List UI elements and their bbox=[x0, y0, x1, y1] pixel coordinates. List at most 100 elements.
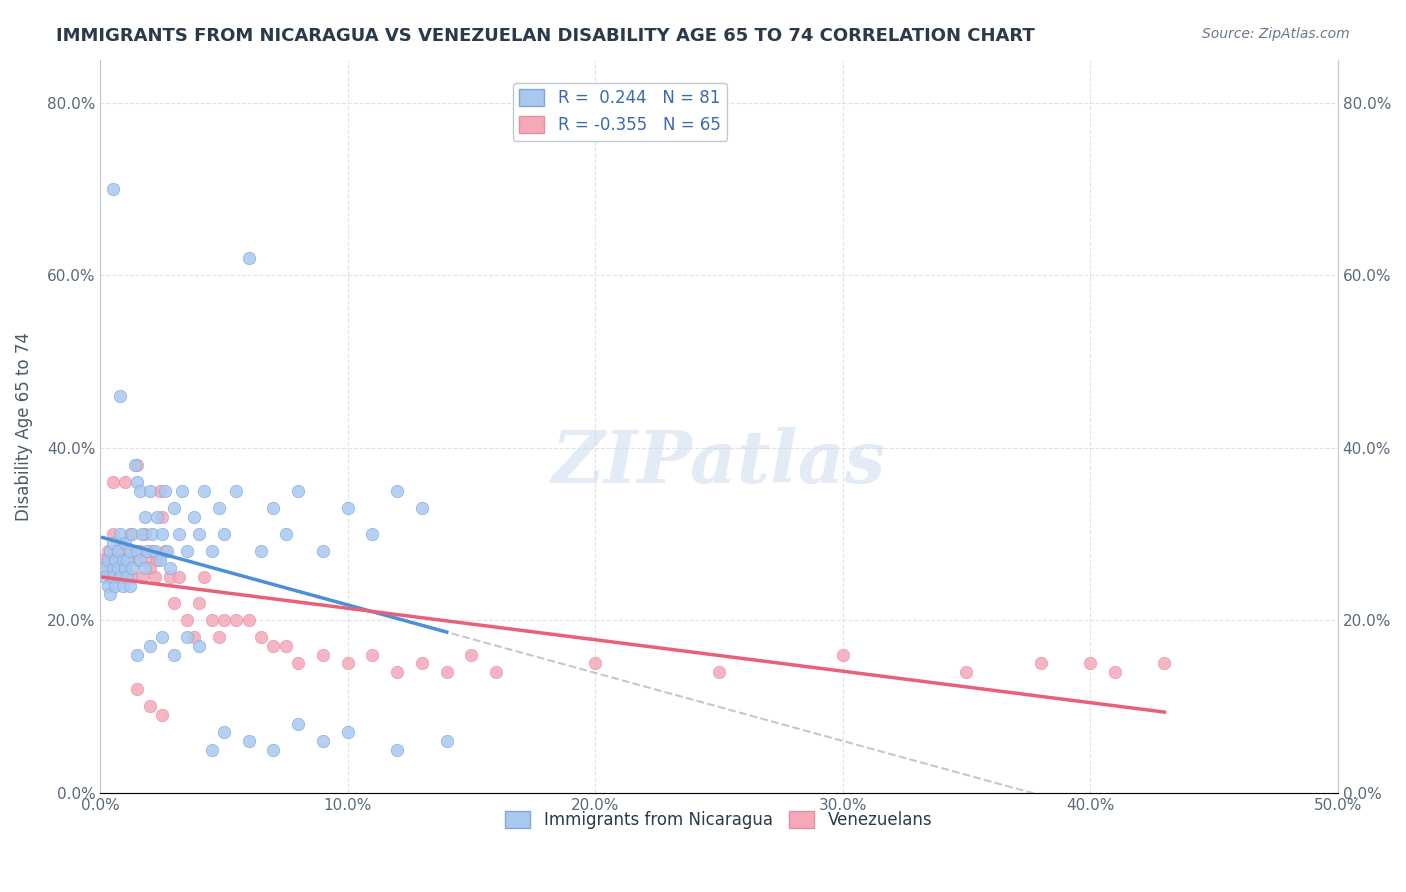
Point bbox=[411, 657, 433, 671]
Point bbox=[111, 553, 134, 567]
Point bbox=[101, 561, 124, 575]
Point bbox=[707, 665, 730, 679]
Point bbox=[460, 648, 482, 662]
Point bbox=[188, 527, 211, 541]
Point bbox=[101, 553, 124, 567]
Point bbox=[1104, 665, 1126, 679]
Point bbox=[127, 458, 149, 472]
Point bbox=[387, 483, 409, 498]
Point bbox=[153, 544, 176, 558]
Point bbox=[118, 579, 141, 593]
Point bbox=[238, 251, 260, 265]
Point bbox=[146, 509, 169, 524]
Point bbox=[134, 527, 156, 541]
Point bbox=[387, 665, 409, 679]
Point bbox=[143, 544, 166, 558]
Text: IMMIGRANTS FROM NICARAGUA VS VENEZUELAN DISABILITY AGE 65 TO 74 CORRELATION CHAR: IMMIGRANTS FROM NICARAGUA VS VENEZUELAN … bbox=[56, 27, 1035, 45]
Point bbox=[101, 527, 124, 541]
Point bbox=[107, 561, 129, 575]
Point bbox=[169, 570, 191, 584]
Point bbox=[831, 648, 853, 662]
Point bbox=[114, 561, 136, 575]
Point bbox=[263, 639, 285, 653]
Point bbox=[225, 483, 247, 498]
Point bbox=[485, 665, 508, 679]
Point bbox=[127, 648, 149, 662]
Point bbox=[107, 544, 129, 558]
Point bbox=[163, 501, 186, 516]
Point bbox=[127, 682, 149, 697]
Point bbox=[136, 553, 159, 567]
Point bbox=[128, 553, 150, 567]
Point bbox=[156, 544, 179, 558]
Point bbox=[94, 561, 117, 575]
Point bbox=[139, 699, 162, 714]
Point bbox=[128, 544, 150, 558]
Point bbox=[107, 544, 129, 558]
Point bbox=[124, 458, 146, 472]
Point bbox=[163, 596, 186, 610]
Text: ZIPatlas: ZIPatlas bbox=[553, 427, 886, 499]
Point bbox=[361, 648, 384, 662]
Point bbox=[104, 553, 127, 567]
Text: Source: ZipAtlas.com: Source: ZipAtlas.com bbox=[1202, 27, 1350, 41]
Point bbox=[134, 561, 156, 575]
Point bbox=[136, 544, 159, 558]
Point bbox=[101, 182, 124, 196]
Point bbox=[149, 483, 172, 498]
Point bbox=[128, 483, 150, 498]
Point bbox=[111, 579, 134, 593]
Point bbox=[274, 527, 297, 541]
Point bbox=[336, 501, 359, 516]
Point bbox=[124, 553, 146, 567]
Point bbox=[250, 544, 273, 558]
Point bbox=[436, 665, 458, 679]
Point bbox=[274, 639, 297, 653]
Point bbox=[436, 734, 458, 748]
Point bbox=[97, 579, 120, 593]
Point bbox=[183, 509, 205, 524]
Point bbox=[176, 613, 198, 627]
Point bbox=[150, 509, 173, 524]
Point bbox=[101, 570, 124, 584]
Point bbox=[183, 631, 205, 645]
Point bbox=[387, 742, 409, 756]
Point bbox=[101, 535, 124, 549]
Point bbox=[146, 553, 169, 567]
Point bbox=[134, 509, 156, 524]
Point bbox=[263, 501, 285, 516]
Point bbox=[188, 639, 211, 653]
Point bbox=[201, 544, 224, 558]
Point bbox=[104, 561, 127, 575]
Point bbox=[91, 553, 114, 567]
Point bbox=[98, 570, 121, 584]
Point bbox=[250, 631, 273, 645]
Point bbox=[163, 648, 186, 662]
Point bbox=[121, 527, 143, 541]
Point bbox=[114, 535, 136, 549]
Point bbox=[139, 483, 162, 498]
Point bbox=[287, 657, 309, 671]
Point bbox=[212, 527, 235, 541]
Point bbox=[188, 596, 211, 610]
Point bbox=[127, 544, 149, 558]
Point bbox=[312, 544, 335, 558]
Point bbox=[238, 734, 260, 748]
Point bbox=[104, 579, 127, 593]
Point bbox=[212, 725, 235, 739]
Point bbox=[336, 657, 359, 671]
Point bbox=[131, 570, 153, 584]
Point bbox=[238, 613, 260, 627]
Point bbox=[98, 544, 121, 558]
Point bbox=[208, 631, 231, 645]
Point bbox=[287, 716, 309, 731]
Point bbox=[91, 561, 114, 575]
Point bbox=[121, 561, 143, 575]
Point bbox=[114, 475, 136, 490]
Point bbox=[149, 553, 172, 567]
Point bbox=[150, 708, 173, 723]
Point bbox=[108, 527, 131, 541]
Point bbox=[118, 544, 141, 558]
Point bbox=[114, 561, 136, 575]
Point bbox=[150, 631, 173, 645]
